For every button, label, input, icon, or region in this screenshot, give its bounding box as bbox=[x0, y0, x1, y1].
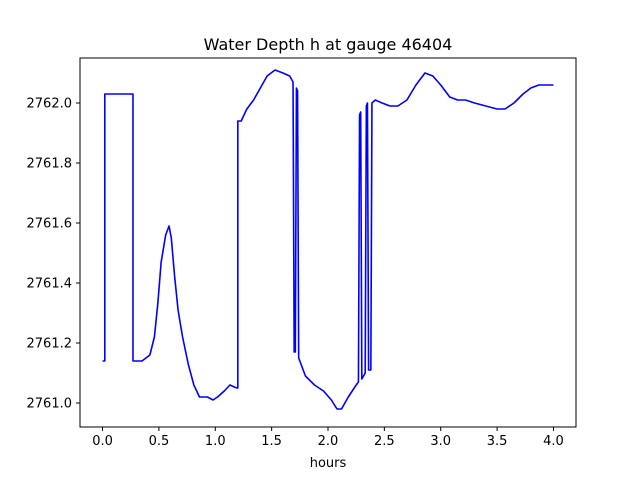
y-ticks: 2761.0 2761.2 2761.4 2761.6 2761.8 2762.0 bbox=[27, 97, 80, 412]
plot-frame bbox=[79, 57, 577, 428]
x-tick-label: 3.5 bbox=[487, 434, 508, 449]
series-layer bbox=[102, 69, 554, 410]
x-tick-label: 0.5 bbox=[149, 434, 170, 449]
x-tick-label: 3.0 bbox=[430, 434, 451, 449]
y-tick-label: 2761.6 bbox=[27, 217, 73, 232]
x-tick-label: 1.0 bbox=[205, 434, 226, 449]
series-line-0 bbox=[102, 69, 554, 410]
y-tick-label: 2761.8 bbox=[27, 157, 73, 172]
y-tick-label: 2761.0 bbox=[27, 397, 73, 412]
x-tick-label: 2.5 bbox=[374, 434, 395, 449]
x-tick-label: 2.0 bbox=[318, 434, 339, 449]
y-tick-label: 2761.2 bbox=[27, 337, 73, 352]
chart-title: Water Depth h at gauge 46404 bbox=[204, 35, 453, 54]
x-axis-label: hours bbox=[310, 456, 347, 471]
x-tick-label: 0.0 bbox=[92, 434, 113, 449]
x-ticks: 0.0 0.5 1.0 1.5 2.0 2.5 3.0 3.5 4.0 bbox=[92, 427, 564, 449]
y-tick-label: 2762.0 bbox=[27, 97, 73, 112]
x-tick-label: 4.0 bbox=[543, 434, 564, 449]
y-tick-label: 2761.4 bbox=[27, 277, 73, 292]
x-tick-label: 1.5 bbox=[261, 434, 282, 449]
